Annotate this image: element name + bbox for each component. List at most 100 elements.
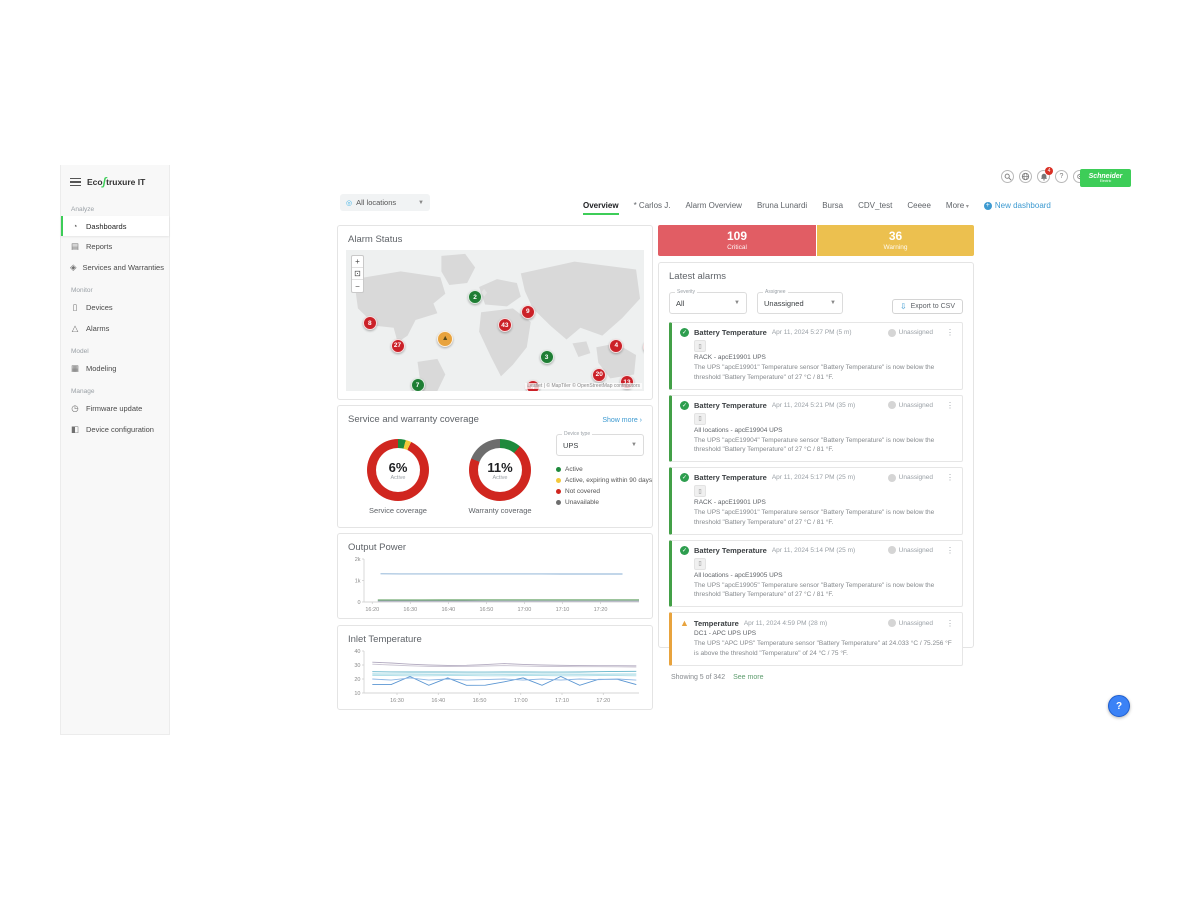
help-fab-button[interactable]: ? — [1108, 695, 1130, 717]
map-zoom-out-button[interactable]: − — [355, 281, 360, 291]
legend-label: Unavailable — [565, 499, 599, 506]
alarm-device-path: DC1 - APC UPS UPS — [694, 630, 757, 637]
alarm-list-item[interactable]: ✓ Battery Temperature Apr 11, 2024 5:27 PM… — [669, 322, 963, 390]
svg-text:17:00: 17:00 — [518, 607, 532, 613]
device-chip-icon[interactable]: ▯ — [694, 340, 706, 352]
map-marker-warning[interactable]: ▲ — [437, 330, 454, 347]
svg-text:16:50: 16:50 — [479, 607, 493, 613]
tab-cdv-test[interactable]: CDV_test — [858, 201, 893, 210]
device-chip-icon[interactable]: ▯ — [694, 557, 706, 570]
kebab-menu-icon[interactable]: ⋮ — [946, 400, 954, 410]
assignee-avatar-icon — [887, 619, 896, 627]
notifications-bell-icon[interactable]: 4 — [1037, 167, 1053, 183]
map-marker-ok[interactable]: 7 — [410, 378, 425, 391]
search-icon[interactable] — [1001, 170, 1014, 183]
globe-icon[interactable] — [1019, 170, 1032, 183]
reports-icon: ▤ — [70, 241, 80, 251]
alarm-assignee[interactable]: Unassigned — [887, 546, 933, 554]
sidebar-item-label: Services and Warranties — [82, 263, 164, 272]
config-icon: ◧ — [70, 424, 80, 434]
map-zoom-control: + ⊡ − — [351, 255, 364, 293]
coverage-donut-warranty: 11% Active Warranty coverage — [468, 439, 532, 515]
help-icon[interactable]: ? — [1055, 170, 1068, 183]
see-more-link[interactable]: See more — [733, 673, 764, 681]
tab-overview[interactable]: Overview — [583, 201, 619, 215]
inlet-temperature-title: Inlet Temperature — [348, 634, 422, 645]
tab-more[interactable]: More ▾ — [945, 201, 969, 210]
sidebar-item-reports[interactable]: ▤ Reports — [61, 236, 169, 257]
sidebar-item-dashboards[interactable]: ◔ Dashboards — [61, 216, 169, 236]
location-filter[interactable]: ◎ All locations ▼ — [340, 194, 430, 211]
alarm-assignee[interactable]: Unassigned — [887, 328, 933, 337]
donut-ring: 11% Active — [469, 439, 531, 501]
tab-bruna-lunardi[interactable]: Bruna Lunardi — [756, 201, 808, 210]
map-marker-critical[interactable]: 8 — [362, 316, 377, 331]
donut-caption: Warranty coverage — [468, 506, 532, 515]
latest-alarms-card: Latest alarms Severity All ▼ Assignee Un… — [658, 262, 974, 681]
critical-alarms-summary[interactable]: 109 Critical — [658, 225, 816, 256]
warning-count: 36 — [888, 228, 903, 243]
map-marker-critical[interactable]: 43 — [497, 318, 512, 333]
map-marker-ok[interactable]: 3 — [539, 350, 554, 365]
kebab-menu-icon[interactable]: ⋮ — [946, 473, 954, 482]
kebab-menu-icon[interactable]: ⋮ — [946, 328, 954, 337]
sidebar-item-device-configuration[interactable]: ◧ Device configuration — [61, 419, 169, 440]
sidebar-item-firmware-update[interactable]: ◷ Firmware update — [61, 398, 169, 419]
alarm-list-item[interactable]: ▲ Temperature Apr 11, 2024 4:59 PM (28 m) U… — [669, 612, 963, 666]
sidebar-item-label: Dashboards — [86, 221, 127, 231]
map-marker-ok[interactable]: 2 — [468, 290, 483, 305]
show-more-link[interactable]: Show more › — [602, 417, 642, 424]
sidebar-item-label: Firmware update — [86, 404, 143, 413]
alarm-assignee[interactable]: Unassigned — [887, 401, 933, 409]
check-circle-icon: ✓ — [680, 400, 689, 410]
map-fit-button[interactable]: ⊡ — [352, 268, 363, 280]
assignee-filter-select[interactable]: Assignee Unassigned ▼ — [757, 289, 843, 314]
menu-hamburger-icon[interactable] — [70, 177, 81, 187]
critical-count: 109 — [726, 228, 748, 243]
sidebar-item-alarms[interactable]: △ Alarms — [61, 318, 169, 339]
svg-text:30: 30 — [354, 663, 360, 669]
sidebar-section-label: Manage — [71, 388, 95, 395]
tab-ceeee[interactable]: Ceeee — [907, 201, 931, 210]
warning-alarms-summary[interactable]: 36 Warning — [817, 225, 974, 256]
tab-alarm-overview[interactable]: Alarm Overview — [685, 201, 742, 210]
sidebar-section-label: Analyze — [71, 206, 95, 213]
map-marker-critical[interactable]: 27 — [390, 338, 405, 353]
alarm-list-item[interactable]: ✓ Battery Temperature Apr 11, 2024 5:17 PM… — [669, 467, 963, 535]
severity-filter-select[interactable]: Severity All ▼ — [669, 289, 747, 314]
device-type-select[interactable]: Device type UPS ▼ — [556, 431, 644, 456]
alarm-timestamp: Apr 11, 2024 5:27 PM (5 m) — [771, 329, 852, 336]
download-icon: ⇩ — [899, 302, 907, 311]
kebab-menu-icon[interactable]: ⋮ — [946, 545, 954, 555]
assignee-label: Unassigned — [898, 401, 933, 409]
device-chip-icon[interactable]: ▯ — [694, 485, 706, 497]
schneider-electric-logo[interactable]: Schneider Electric — [1080, 169, 1131, 187]
sidebar-item-devices[interactable]: ▯ Devices — [61, 297, 169, 318]
alarm-title: Battery Temperature — [694, 400, 767, 410]
alarm-assignee[interactable]: Unassigned — [887, 619, 933, 627]
alarm-list-item[interactable]: ✓ Battery Temperature Apr 11, 2024 5:21 PM… — [669, 394, 963, 462]
alarm-list-item[interactable]: ✓ Battery Temperature Apr 11, 2024 5:14 PM… — [669, 539, 963, 607]
output-power-chart: 0 1k 2k 16:20 16:30 16:40 16:50 17:00 17:10 17:20 — [355, 557, 639, 613]
new-dashboard-button[interactable]: + New dashboard — [983, 201, 1051, 215]
export-to-csv-button[interactable]: ⇩ Export to CSV — [891, 299, 963, 314]
sidebar-item-modeling[interactable]: ▦ Modeling — [61, 358, 169, 379]
tab--carlos-j-[interactable]: * Carlos J. — [633, 201, 671, 210]
struxure-swirl-icon: ʃ — [102, 176, 107, 188]
chevron-down-icon: ▼ — [631, 442, 637, 448]
kebab-menu-icon[interactable]: ⋮ — [946, 618, 954, 628]
map-marker-critical[interactable]: 4 — [609, 338, 624, 353]
device-chip-icon[interactable]: ▯ — [694, 412, 706, 425]
map-marker-critical[interactable]: 20 — [592, 367, 607, 382]
map-zoom-in-button[interactable]: + — [352, 256, 363, 268]
alarm-device-path: RACK - apcE19901 UPS — [694, 499, 766, 506]
series-inlet-2 — [372, 663, 637, 668]
tab-bursa[interactable]: Bursa — [822, 201, 844, 210]
assignee-avatar-icon — [887, 546, 896, 554]
assignee-avatar-icon — [887, 473, 896, 482]
map-marker-critical[interactable]: 9 — [520, 304, 535, 319]
alarm-assignee[interactable]: Unassigned — [887, 473, 933, 482]
sidebar-item-services-and-warranties[interactable]: ◈ Services and Warranties — [61, 257, 169, 278]
